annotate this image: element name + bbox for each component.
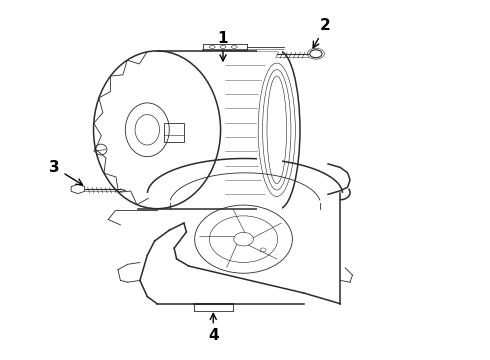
Text: 2: 2 [313,18,331,48]
Bar [257,49,282,211]
Text: 1: 1 [218,31,228,61]
Text: 3: 3 [49,160,82,185]
Text: 4: 4 [208,314,219,343]
